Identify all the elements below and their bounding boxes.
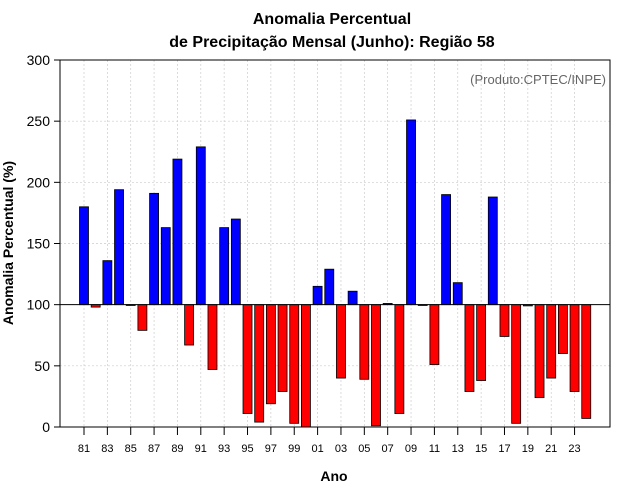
bar-87	[149, 192, 159, 306]
x-tick-label: 13	[452, 443, 464, 455]
x-tick-label: 23	[568, 443, 580, 455]
x-axis-ticks: 81 83 85 87 89 91 93 95 97 99 01 03 05 07 09 11 13 15 17 19…	[78, 427, 581, 455]
bar-13	[452, 282, 463, 306]
x-tick-label: 17	[498, 443, 510, 455]
bar-81	[79, 206, 89, 306]
bar-97	[265, 304, 276, 405]
x-tick-label: 95	[241, 443, 253, 455]
x-tick-label: 19	[522, 443, 534, 455]
x-tick-label: 85	[125, 443, 137, 455]
credit-annotation: (Produto:CPTEC/INPE)	[470, 72, 606, 87]
x-tick-label: 11	[429, 443, 440, 455]
bar-11	[429, 304, 440, 366]
x-tick-label: 93	[218, 443, 230, 455]
bar-99	[289, 304, 300, 424]
bar-92	[207, 304, 218, 370]
y-tick-label: 0	[42, 419, 50, 435]
x-tick-label: 21	[545, 443, 557, 455]
bar-17	[499, 304, 510, 337]
x-tick-label: 97	[265, 443, 277, 455]
x-tick-label: 87	[148, 443, 160, 455]
bar-04	[347, 290, 358, 306]
x-axis-label: Ano	[320, 468, 347, 484]
bar-03	[336, 304, 346, 379]
grid-lines	[60, 59, 610, 428]
bar-14	[464, 304, 475, 392]
x-tick-label: 01	[311, 443, 323, 455]
bar-84	[114, 189, 124, 306]
bar-12	[441, 194, 451, 306]
bar-16	[487, 196, 498, 306]
bar-06	[371, 304, 381, 427]
bar-21	[546, 304, 557, 379]
bar-02	[324, 268, 335, 306]
x-tick-label: 83	[101, 443, 113, 455]
y-tick-label: 250	[27, 113, 51, 129]
x-tick-label: 15	[475, 443, 487, 455]
bars-group	[79, 119, 592, 428]
bar-22	[557, 304, 568, 354]
y-tick-label: 150	[27, 236, 51, 252]
bar-09	[406, 119, 416, 306]
bar-20	[534, 304, 545, 399]
bar-15	[476, 304, 487, 381]
x-tick-label: 03	[335, 443, 347, 455]
bar-23	[569, 304, 580, 392]
bar-95	[242, 304, 253, 414]
bar-05	[359, 304, 370, 380]
bar-94	[230, 218, 241, 306]
x-tick-label: 07	[382, 443, 394, 455]
y-tick-label: 100	[27, 297, 51, 313]
y-tick-label: 300	[27, 52, 51, 68]
x-tick-label: 81	[78, 443, 90, 455]
bar-08	[394, 304, 405, 414]
y-axis-ticks: 0 50 100 150 200 250 300	[27, 52, 60, 435]
bar-98	[277, 304, 288, 392]
bar-91	[195, 146, 206, 306]
plot-frame	[59, 59, 611, 428]
bar-86	[137, 304, 148, 331]
bar-88	[160, 227, 171, 306]
y-tick-label: 50	[34, 358, 50, 374]
bar-96	[254, 304, 265, 423]
y-tick-label: 200	[27, 174, 51, 190]
chart-title-line1: Anomalia Percentual	[253, 11, 411, 28]
bar-93	[219, 227, 230, 306]
bar-89	[172, 158, 183, 306]
bar-24	[581, 304, 592, 419]
bar-18	[511, 304, 522, 424]
x-tick-label: 89	[171, 443, 183, 455]
x-tick-label: 99	[288, 443, 300, 455]
y-axis-label: Anomalia Percentual (%)	[0, 161, 16, 325]
bar-00	[301, 304, 311, 428]
x-tick-label: 09	[405, 443, 417, 455]
chart-title-line2: de Precipitação Mensal (Junho): Região 5…	[169, 34, 495, 51]
x-tick-label: 91	[195, 443, 207, 455]
bar-83	[102, 260, 113, 306]
bar-01	[312, 285, 323, 306]
bar-90	[184, 304, 195, 346]
x-tick-label: 05	[358, 443, 370, 455]
